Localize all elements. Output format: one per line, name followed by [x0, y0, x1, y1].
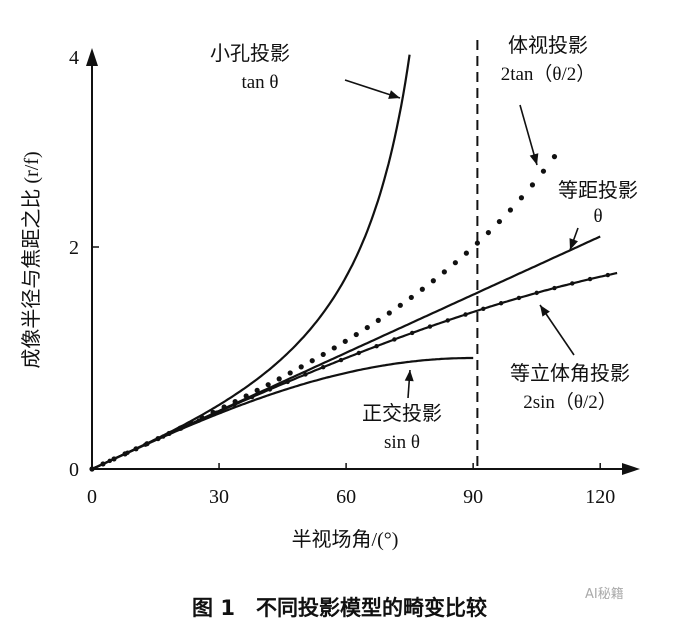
x-tick-label: 60 — [336, 486, 356, 508]
series-formula-label: sin θ — [384, 432, 420, 453]
x-tick-label: 30 — [209, 486, 229, 508]
arrowhead — [388, 90, 400, 99]
data-point — [342, 338, 348, 344]
labels: 小孔投影 tan θ 体视投影 2tan（θ/2） 等距投影 θ 等立体角投影 2sin（θ/… — [210, 34, 638, 453]
data-point — [321, 364, 326, 370]
arrowhead — [529, 153, 539, 165]
data-point — [441, 269, 447, 275]
data-point — [507, 207, 514, 213]
data-point — [409, 330, 415, 336]
data-point — [285, 379, 290, 385]
series-name-label: 正交投影 — [362, 402, 442, 425]
data-point — [498, 301, 504, 306]
figure-caption: 图 1 不同投影模型的畸变比较 — [192, 596, 487, 620]
curves — [89, 54, 618, 472]
data-point — [298, 364, 304, 370]
series-name-label: 等立体角投影 — [510, 362, 630, 385]
data-point — [474, 240, 480, 246]
y-tick-label: 0 — [69, 459, 79, 481]
axes: 0 30 60 90 120 0 2 4 半视场角/(°) 成像半径与焦距之比 (r/f) — [20, 40, 640, 551]
x-tick-label: 90 — [463, 486, 483, 508]
y-tick-label: 2 — [69, 237, 79, 259]
chart: 0 30 60 90 120 0 2 4 半视场角/(°) 成像半径与焦距之比 (r/f) 小孔投… — [20, 34, 640, 551]
data-point — [529, 182, 536, 188]
x-tick-label: 120 — [585, 486, 615, 508]
data-point — [320, 351, 326, 358]
data-point — [386, 310, 392, 316]
series-name-label: 体视投影 — [508, 34, 588, 57]
series-name-label: 等距投影 — [558, 179, 638, 202]
data-point — [534, 290, 539, 296]
y-axis-label: 成像半径与焦距之比 (r/f) — [20, 151, 43, 368]
data-point — [419, 286, 425, 292]
x-tick-label: 0 — [87, 486, 97, 508]
watermark: AI秘籍 — [585, 587, 624, 602]
data-point — [463, 312, 468, 317]
series-formula-label: 2tan（θ/2） — [501, 63, 596, 85]
data-point — [445, 318, 450, 323]
data-point — [463, 250, 469, 256]
data-point — [605, 272, 611, 278]
series-4 — [91, 356, 474, 470]
data-point — [570, 281, 575, 286]
data-point — [338, 357, 344, 363]
data-point — [249, 394, 255, 400]
data-point — [331, 345, 337, 351]
series-formula-label: tan θ — [241, 72, 278, 93]
data-point — [551, 154, 558, 160]
data-point — [265, 382, 271, 388]
series-line — [91, 356, 474, 470]
data-point — [430, 278, 436, 284]
data-point — [353, 331, 359, 338]
arrowhead — [540, 305, 550, 317]
data-point — [587, 276, 593, 282]
series-name-label: 小孔投影 — [210, 42, 290, 65]
series-formula-label: θ — [593, 206, 602, 227]
data-point — [452, 260, 458, 266]
series-formula-label: 2sin（θ/2） — [523, 391, 617, 413]
data-point — [397, 302, 403, 308]
data-point — [408, 294, 414, 301]
data-point — [309, 358, 315, 364]
data-point — [518, 195, 525, 201]
x-axis-label: 半视场角/(°) — [292, 528, 399, 551]
data-point — [267, 387, 273, 392]
data-point — [427, 324, 433, 329]
x-axis-arrow — [622, 463, 640, 475]
arrowhead — [404, 370, 414, 382]
data-point — [481, 306, 486, 311]
data-point — [552, 285, 557, 291]
y-tick-label: 4 — [69, 47, 79, 69]
data-point — [232, 402, 237, 408]
data-point — [392, 337, 397, 342]
y-axis-arrow — [86, 48, 98, 66]
data-point — [496, 218, 503, 225]
data-point — [303, 372, 308, 377]
data-point — [374, 343, 379, 349]
data-point — [287, 370, 293, 376]
data-point — [276, 376, 282, 382]
data-point — [485, 229, 491, 236]
data-point — [540, 168, 547, 174]
data-point — [364, 324, 370, 331]
data-point — [356, 350, 362, 356]
data-point — [375, 317, 381, 323]
arrowhead — [569, 238, 578, 250]
data-point — [516, 295, 522, 301]
